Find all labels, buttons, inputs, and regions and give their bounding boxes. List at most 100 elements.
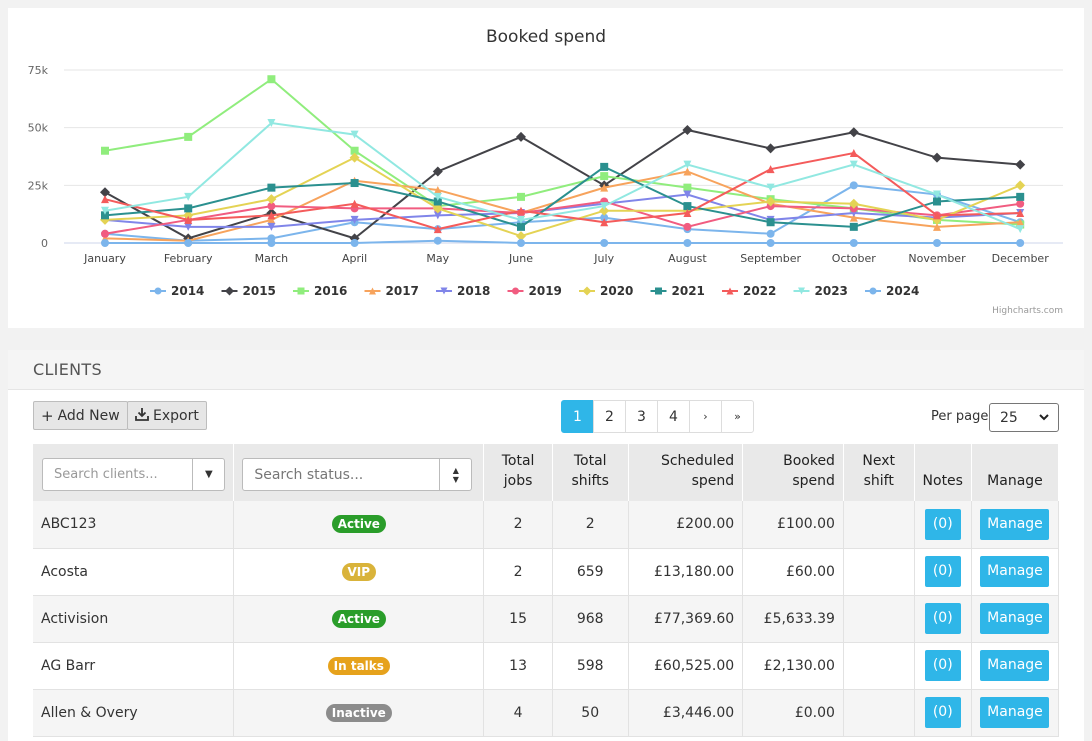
data-point[interactable]	[766, 183, 775, 192]
legend-item-2018[interactable]: 2018	[436, 284, 490, 298]
client-name[interactable]: Allen & Overy	[33, 689, 235, 737]
data-point[interactable]	[517, 206, 525, 215]
data-point[interactable]	[848, 198, 859, 209]
legend-item-2023[interactable]: 2023	[793, 284, 848, 298]
legend-item-2024[interactable]: 2024	[865, 284, 919, 298]
notes-button[interactable]: (0)	[924, 556, 961, 587]
data-point[interactable]	[101, 206, 109, 215]
data-point[interactable]	[517, 239, 525, 247]
data-point[interactable]	[1015, 159, 1026, 170]
data-point[interactable]	[267, 222, 276, 231]
data-point[interactable]	[433, 197, 442, 206]
col-next-shift[interactable]: Next shift	[843, 444, 915, 501]
sort-updown-icon[interactable]: ▲ ▼	[439, 459, 471, 490]
data-point[interactable]	[933, 239, 941, 247]
data-point[interactable]	[433, 236, 442, 245]
legend-item-2014[interactable]: 2014	[150, 284, 204, 298]
data-point[interactable]	[683, 183, 692, 192]
data-point[interactable]	[516, 231, 526, 242]
data-point[interactable]	[349, 152, 360, 163]
data-point[interactable]	[849, 239, 858, 247]
per-page-select[interactable]: 25	[989, 403, 1059, 432]
data-point[interactable]	[683, 209, 692, 218]
data-point[interactable]	[933, 222, 941, 231]
data-point[interactable]	[1015, 180, 1026, 191]
data-point[interactable]	[184, 239, 193, 247]
data-point[interactable]	[932, 152, 942, 163]
data-point[interactable]	[765, 143, 776, 154]
data-point[interactable]	[683, 222, 692, 231]
series-2015[interactable]	[100, 124, 1026, 244]
page-1-button[interactable]: 1	[561, 400, 594, 433]
data-point[interactable]	[101, 146, 109, 155]
data-point[interactable]	[849, 181, 858, 190]
data-point[interactable]	[766, 229, 775, 238]
col-booked-spend[interactable]: Booked spend	[742, 444, 844, 501]
notes-button[interactable]: (0)	[924, 508, 961, 540]
data-point[interactable]	[766, 239, 775, 247]
col-total-shifts[interactable]: Total shifts	[552, 444, 629, 501]
data-point[interactable]	[933, 211, 941, 220]
series-2021[interactable]	[101, 162, 1025, 231]
data-point[interactable]	[766, 218, 775, 227]
data-point[interactable]	[433, 185, 442, 194]
manage-button[interactable]: Manage	[980, 650, 1050, 681]
data-point[interactable]	[516, 131, 526, 142]
search-status-input[interactable]: Search status... ▲ ▼	[242, 458, 473, 491]
data-point[interactable]	[683, 167, 692, 176]
data-point[interactable]	[682, 124, 693, 135]
manage-button[interactable]: Manage	[980, 556, 1050, 587]
add-new-button[interactable]: + Add New	[33, 401, 128, 430]
data-point[interactable]	[1016, 218, 1025, 227]
data-point[interactable]	[184, 222, 193, 231]
data-point[interactable]	[433, 192, 442, 201]
legend-item-2016[interactable]: 2016	[293, 284, 347, 298]
data-point[interactable]	[1016, 225, 1025, 234]
data-point[interactable]	[600, 218, 609, 227]
col-total-jobs[interactable]: Total jobs	[483, 444, 553, 501]
col-scheduled-spend[interactable]: Scheduled spend	[628, 444, 744, 501]
data-point[interactable]	[184, 215, 193, 224]
data-point[interactable]	[267, 75, 276, 84]
manage-button[interactable]: Manage	[980, 697, 1050, 728]
data-point[interactable]	[766, 165, 775, 174]
page-3-button[interactable]: 3	[625, 400, 658, 433]
data-point[interactable]	[683, 239, 692, 247]
last-page-button[interactable]: »	[721, 400, 754, 433]
series-2020[interactable]	[100, 152, 1026, 242]
data-point[interactable]	[101, 239, 109, 247]
data-point[interactable]	[267, 239, 276, 247]
data-point[interactable]	[600, 239, 609, 247]
data-point[interactable]	[683, 202, 692, 211]
data-point[interactable]	[683, 160, 692, 169]
data-point[interactable]	[267, 119, 276, 128]
legend-item-2017[interactable]: 2017	[364, 284, 419, 298]
client-name[interactable]: AG Barr	[33, 642, 235, 690]
data-point[interactable]	[600, 213, 609, 222]
data-point[interactable]	[184, 204, 193, 213]
data-point[interactable]	[765, 196, 776, 207]
data-point[interactable]	[517, 192, 525, 201]
data-point[interactable]	[849, 160, 858, 169]
data-point[interactable]	[849, 149, 858, 158]
data-point[interactable]	[600, 162, 609, 171]
export-button[interactable]: Export	[127, 401, 207, 430]
highcharts-credit[interactable]: Highcharts.com	[992, 306, 1063, 316]
data-point[interactable]	[184, 132, 193, 141]
data-point[interactable]	[350, 215, 359, 224]
data-point[interactable]	[599, 205, 610, 216]
client-name[interactable]: Acosta	[33, 548, 235, 596]
notes-button[interactable]: (0)	[924, 697, 961, 728]
data-point[interactable]	[600, 202, 609, 211]
data-point[interactable]	[517, 215, 525, 224]
data-point[interactable]	[849, 222, 858, 231]
data-point[interactable]	[267, 215, 276, 224]
data-point[interactable]	[849, 213, 858, 222]
manage-button[interactable]: Manage	[980, 603, 1050, 634]
data-point[interactable]	[1016, 199, 1025, 208]
data-point[interactable]	[848, 127, 859, 138]
series-2023[interactable]	[101, 119, 1025, 234]
data-point[interactable]	[267, 211, 276, 220]
data-point[interactable]	[100, 187, 110, 198]
data-point[interactable]	[266, 194, 277, 205]
